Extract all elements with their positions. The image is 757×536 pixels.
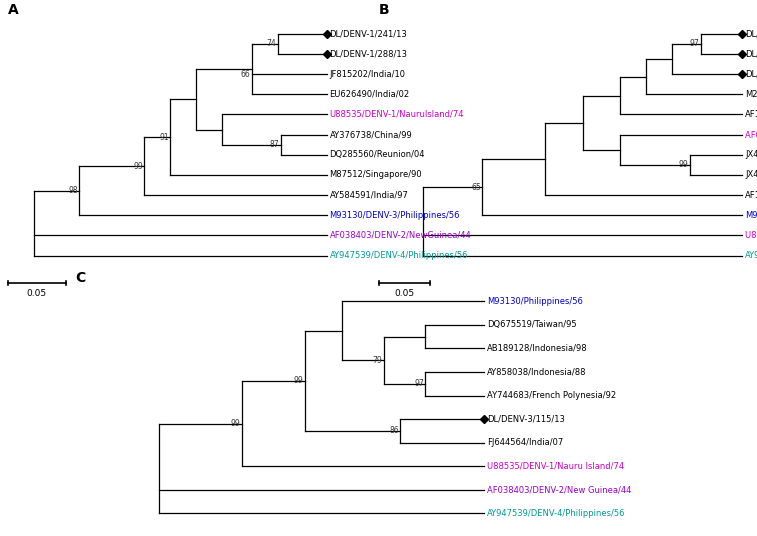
Text: M93130/DENV-3/Philippines/56: M93130/DENV-3/Philippines/56 [329, 211, 460, 220]
Text: 91: 91 [159, 132, 169, 142]
Text: 99: 99 [231, 419, 241, 428]
Text: 0.05: 0.05 [394, 289, 415, 298]
Text: U88535/DENV-1/Nauru Island/74: U88535/DENV-1/Nauru Island/74 [487, 462, 624, 471]
Text: A: A [8, 3, 18, 17]
Text: M93130/Philippines/56: M93130/Philippines/56 [487, 297, 583, 306]
Text: AY744683/French Polynesia/92: AY744683/French Polynesia/92 [487, 391, 616, 400]
Text: M87512/Singapore/90: M87512/Singapore/90 [329, 170, 422, 180]
Text: EU626490/India/02: EU626490/India/02 [329, 90, 410, 99]
Text: 86: 86 [389, 427, 399, 435]
Text: 99: 99 [679, 160, 689, 169]
Text: AY947539/DENV-4/Philippines/56: AY947539/DENV-4/Philippines/56 [487, 509, 625, 518]
Text: DL/DENV-3/115/13: DL/DENV-3/115/13 [487, 415, 565, 423]
Text: M20558/Jamaica/83: M20558/Jamaica/83 [745, 90, 757, 99]
Text: 87: 87 [269, 140, 279, 149]
Text: B: B [378, 3, 389, 17]
Text: 99: 99 [133, 162, 143, 170]
Text: 97: 97 [690, 39, 699, 48]
Text: AF038403/DENV-2/New Guinea/44: AF038403/DENV-2/New Guinea/44 [487, 486, 631, 494]
Text: AF038403/DENV-2/NewGuinea/44: AF038403/DENV-2/NewGuinea/44 [329, 231, 472, 240]
Text: 66: 66 [241, 70, 250, 79]
Text: AF100467/Peru/95: AF100467/Peru/95 [745, 191, 757, 199]
Text: DL/DENV-2/241/13: DL/DENV-2/241/13 [745, 49, 757, 58]
Text: DL/DENV-1/288/13: DL/DENV-1/288/13 [329, 49, 407, 58]
Text: JX470186/China/10: JX470186/China/10 [745, 170, 757, 180]
Text: 99: 99 [294, 376, 304, 385]
Text: DL/DENV-1/241/13: DL/DENV-1/241/13 [329, 29, 407, 38]
Text: AF038403/New Guinea/44: AF038403/New Guinea/44 [745, 130, 757, 139]
Text: 74: 74 [266, 39, 276, 48]
Text: DL/DENV-2/288/13: DL/DENV-2/288/13 [745, 70, 757, 79]
Text: AY376738/China/99: AY376738/China/99 [329, 130, 413, 139]
Text: AB189128/Indonesia/98: AB189128/Indonesia/98 [487, 344, 587, 353]
Text: C: C [76, 271, 86, 285]
Text: AY947539/DENV-4/Philippines/56: AY947539/DENV-4/Philippines/56 [329, 251, 468, 260]
Text: AF100464/Thailand/96: AF100464/Thailand/96 [745, 110, 757, 119]
Text: FJ644564/India/07: FJ644564/India/07 [487, 438, 563, 447]
Text: AY947539/DENV-4/Philippines/56: AY947539/DENV-4/Philippines/56 [745, 251, 757, 260]
Text: DL/DENV-2/115/13: DL/DENV-2/115/13 [745, 29, 757, 38]
Text: 0.05: 0.05 [26, 289, 47, 298]
Text: M93130/DENV-3/Philippines/56: M93130/DENV-3/Philippines/56 [745, 211, 757, 220]
Text: JF815202/India/10: JF815202/India/10 [329, 70, 406, 79]
Text: 98: 98 [68, 186, 78, 195]
Text: 79: 79 [372, 356, 382, 364]
Text: U88535/DENV-1/NauruIsland/74: U88535/DENV-1/NauruIsland/74 [329, 110, 464, 119]
Text: U88535/DENV-1/Nauru Island/74: U88535/DENV-1/Nauru Island/74 [745, 231, 757, 240]
Text: JX475906/India/09: JX475906/India/09 [745, 150, 757, 159]
Text: 97: 97 [414, 379, 424, 388]
Text: AY584591/India/97: AY584591/India/97 [329, 191, 409, 199]
Text: DQ285560/Reunion/04: DQ285560/Reunion/04 [329, 150, 425, 159]
Text: AY858038/Indonesia/88: AY858038/Indonesia/88 [487, 368, 586, 376]
Text: DQ675519/Taiwan/95: DQ675519/Taiwan/95 [487, 321, 576, 329]
Text: 65: 65 [471, 183, 481, 191]
